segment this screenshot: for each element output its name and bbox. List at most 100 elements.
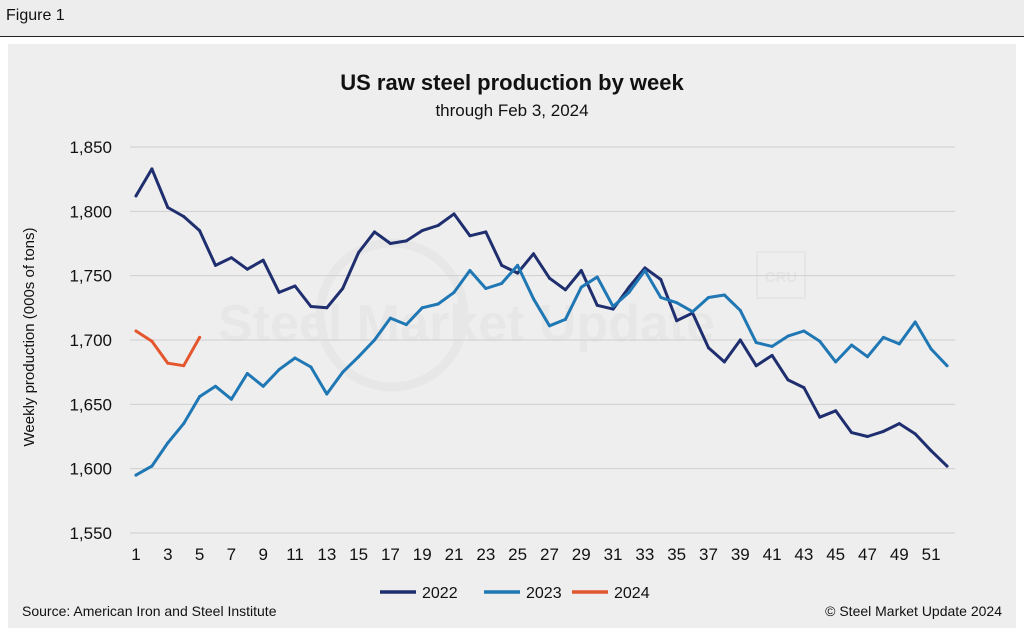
x-tick-label: 25 [508,545,527,564]
legend-label: 2023 [526,585,562,602]
data-point-2023 [754,341,758,345]
data-point-2023 [214,384,217,388]
data-point-2022 [261,258,265,262]
data-point-2022 [484,230,488,234]
data-point-2022 [309,305,313,308]
data-point-2023 [150,464,154,468]
x-tick-label: 3 [163,545,172,564]
data-point-2024 [166,361,170,365]
data-point-2023 [627,290,631,294]
data-point-2023 [595,275,599,279]
data-point-2022 [913,432,917,436]
data-point-2023 [452,290,456,294]
data-point-2023 [722,293,726,297]
data-point-2023 [691,310,695,314]
data-point-2023 [897,342,901,346]
data-point-2022 [754,364,758,368]
figure-label: Figure 1 [6,7,65,24]
data-point-2023 [325,392,329,396]
x-tick-label: 1 [131,545,140,564]
x-tick-label: 27 [540,545,559,564]
data-point-2022 [341,287,345,290]
data-point-2023 [357,355,361,359]
data-point-2023 [802,329,806,333]
data-point-2023 [261,384,265,388]
data-point-2022 [850,431,854,435]
data-point-2022 [881,429,885,433]
data-point-2022 [357,251,361,254]
data-point-2022 [579,269,583,272]
data-point-2022 [229,256,233,260]
data-point-2023 [388,316,392,320]
x-tick-label: 11 [286,545,304,564]
data-point-2023 [166,441,170,445]
data-point-2022 [802,386,806,390]
data-point-2022 [818,415,822,419]
data-point-2023 [866,355,869,359]
data-point-2022 [897,422,901,426]
x-tick-label: 29 [572,545,591,564]
data-point-2022 [722,360,726,364]
data-point-2024 [150,339,154,343]
data-point-2022 [611,307,615,311]
x-tick-label: 15 [349,545,368,564]
data-point-2022 [277,290,281,294]
data-point-2022 [134,194,138,198]
data-point-2022 [182,215,186,218]
x-tick-label: 39 [731,545,750,564]
data-point-2022 [373,230,376,234]
data-point-2023 [881,335,885,339]
data-point-2022 [707,346,710,350]
data-point-2023 [850,343,854,347]
y-tick-label: 1,750 [69,267,112,286]
data-point-2022 [468,234,472,238]
figure-header: Figure 1 [0,0,1024,37]
data-point-2022 [166,206,170,209]
data-point-2023 [675,301,679,305]
series-2023 [134,263,949,477]
data-point-2023 [818,339,822,343]
data-point-2023 [659,296,663,299]
chart-subtitle: through Feb 3, 2024 [435,101,588,120]
data-point-2022 [500,263,504,267]
data-point-2022 [770,353,774,357]
data-point-2023 [229,397,233,401]
data-point-2023 [134,473,138,477]
y-tick-label: 1,600 [69,460,112,479]
data-point-2023 [770,344,774,348]
x-tick-label: 49 [890,545,909,564]
data-point-2022 [659,278,663,281]
x-tick-label: 21 [445,545,464,564]
data-point-2022 [627,285,631,289]
y-tick-label: 1,850 [69,138,112,157]
data-point-2022 [150,167,154,171]
series-lines [134,167,949,477]
x-tick-label: 5 [195,545,204,564]
data-point-2023 [516,263,520,267]
data-point-2023 [198,395,202,399]
data-point-2023 [786,334,790,338]
data-point-2023 [707,296,710,299]
data-point-2023 [309,365,313,369]
x-tick-labels: 1 3 5 7 9 11 13 15 17 19 21 23 25 27 29 31 33 35 37 39 41 43 4… [131,545,940,564]
data-point-2022 [388,242,392,245]
data-point-2022 [929,449,933,453]
series-2022 [134,167,949,468]
x-tick-label: 13 [317,545,336,564]
data-point-2022 [786,378,790,382]
x-tick-label: 51 [922,545,941,564]
data-point-2022 [866,435,869,438]
data-point-2024 [134,329,138,333]
x-tick-label: 47 [858,545,877,564]
data-point-2023 [404,323,408,327]
x-tick-label: 31 [604,545,623,564]
x-tick-label: 33 [635,545,654,564]
watermark-text: Steel Market Update [218,295,715,353]
data-point-2023 [579,285,583,289]
data-point-2023 [834,360,838,364]
y-tick-label: 1,800 [69,202,112,221]
x-tick-label: 41 [763,545,782,564]
x-tick-label: 17 [381,545,400,564]
data-point-2023 [341,370,345,374]
data-point-2022 [245,267,249,271]
